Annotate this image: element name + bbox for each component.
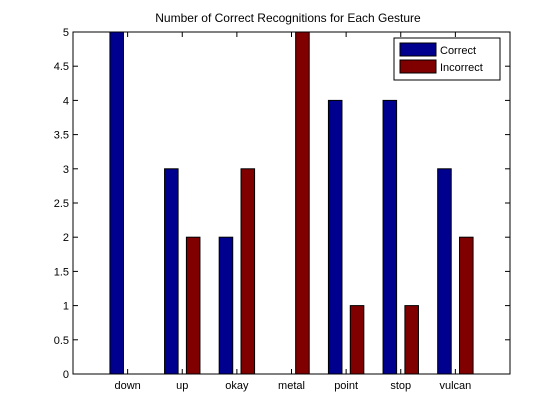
y-tick-label: 5 <box>63 27 69 39</box>
y-tick-label: 4.5 <box>54 61 69 73</box>
legend-label-correct: Correct <box>440 45 476 57</box>
bar-incorrect-metal <box>295 31 310 375</box>
x-tick-label-up: up <box>176 380 188 392</box>
legend-swatch-correct <box>399 42 437 57</box>
legend-swatch-incorrect <box>399 59 437 74</box>
y-tick-label: 1.5 <box>54 266 69 278</box>
x-tick-label-point: point <box>334 380 358 392</box>
legend-label-incorrect: Incorrect <box>440 62 483 74</box>
bar-incorrect-okay <box>240 168 256 375</box>
y-tick-label: 0 <box>63 369 69 381</box>
y-tick-label: 3.5 <box>54 130 69 142</box>
x-axis: down up okay metal point stop vulcan <box>114 32 471 392</box>
bar-incorrect-stop <box>404 305 419 375</box>
x-tick-label-down: down <box>114 380 140 392</box>
y-tick-label: 2.5 <box>54 198 69 210</box>
bar-correct-up <box>164 168 179 375</box>
y-tick-label: 0.5 <box>54 335 69 347</box>
bars-layer <box>109 31 474 375</box>
x-tick-label-metal: metal <box>278 380 305 392</box>
bar-correct-vulcan <box>437 168 452 375</box>
bar-incorrect-point <box>349 305 365 375</box>
chart-title: Number of Correct Recognitions for Each … <box>155 11 421 25</box>
bar-correct-point <box>327 99 343 375</box>
y-tick-label: 1 <box>63 301 69 313</box>
bar-correct-okay <box>218 236 234 375</box>
y-tick-label: 3 <box>63 164 69 176</box>
bar-incorrect-up <box>185 236 201 375</box>
x-tick-label-stop: stop <box>390 380 411 392</box>
legend: Correct Incorrect <box>393 37 501 81</box>
bar-incorrect-vulcan <box>459 236 474 375</box>
y-tick-label: 4 <box>63 95 69 107</box>
bar-correct-stop <box>382 99 398 375</box>
bar-correct-down <box>109 31 124 375</box>
y-axis: 0 0.5 1 1.5 2 2.5 3 3.5 4 4.5 5 <box>54 27 510 381</box>
x-tick-label-okay: okay <box>225 380 249 392</box>
x-tick-label-vulcan: vulcan <box>439 380 471 392</box>
y-tick-label: 2 <box>63 232 69 244</box>
